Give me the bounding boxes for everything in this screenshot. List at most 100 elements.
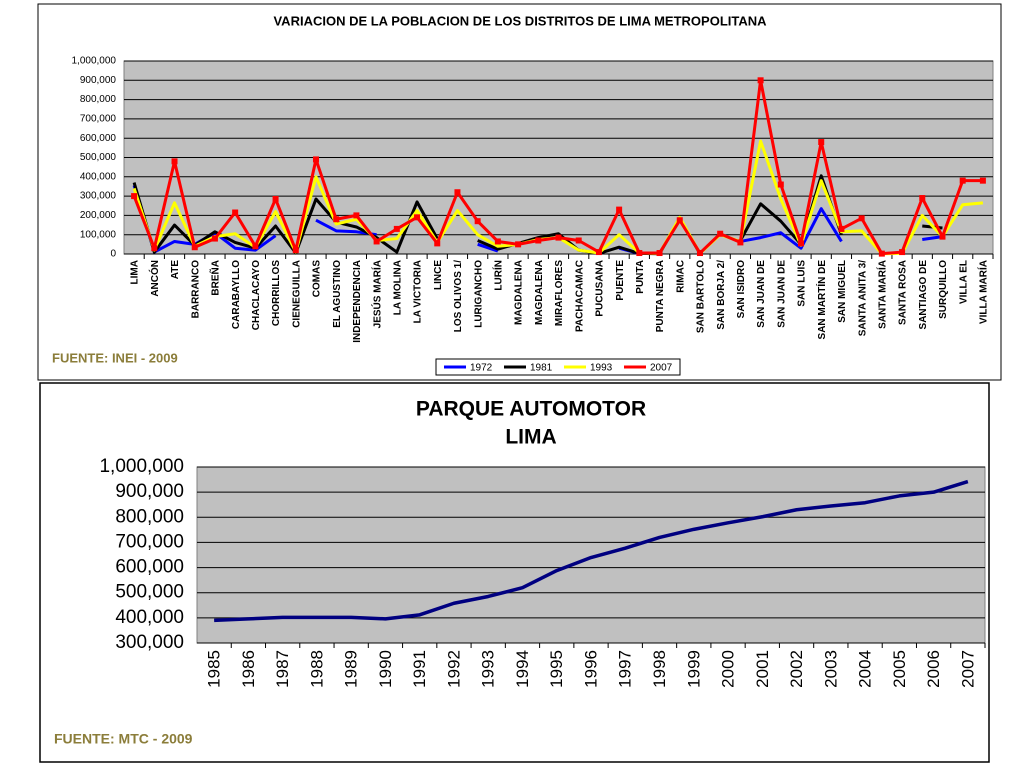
point-marker	[211, 235, 218, 242]
point-marker	[232, 209, 239, 216]
point-marker	[312, 156, 319, 163]
y-tick-label: 500,000	[115, 582, 184, 603]
point-marker	[292, 247, 299, 254]
x-tick-label: INDEPENDENCIA	[352, 260, 363, 343]
x-tick-label: CARABAYLLO	[231, 260, 242, 329]
x-tick-label: 1998	[650, 650, 669, 688]
point-marker	[393, 225, 400, 232]
y-tick-label: 700,000	[80, 114, 117, 125]
x-tick-label: SAN ISIDRO	[736, 260, 747, 319]
point-marker	[171, 158, 178, 165]
point-marker	[272, 195, 279, 202]
point-marker	[252, 243, 259, 250]
x-tick-label: MAGDALENA	[534, 260, 545, 325]
legend-label: 1981	[530, 363, 553, 374]
point-marker	[474, 218, 481, 225]
legend-label: 2007	[650, 363, 673, 374]
point-marker	[737, 239, 744, 246]
x-tick-label: 1991	[410, 650, 429, 688]
x-tick-label: SAN MIGUEL	[837, 260, 848, 323]
x-tick-label: 1995	[547, 650, 566, 688]
x-tick-label: CIENEGUILLA	[291, 260, 302, 328]
x-tick-label: 2003	[821, 650, 840, 688]
point-marker	[454, 189, 461, 196]
point-marker	[353, 212, 360, 219]
x-tick-label: ATE	[170, 260, 181, 280]
point-marker	[434, 240, 441, 247]
x-tick-label: 1997	[616, 650, 635, 688]
x-tick-label: 1985	[205, 650, 224, 688]
x-tick-label: LINCE	[433, 260, 444, 290]
x-tick-label: SANTA ANITA 3/	[857, 260, 868, 337]
y-tick-label: 1,000,000	[72, 56, 117, 67]
point-marker	[373, 238, 380, 245]
legend-box	[435, 358, 681, 376]
x-tick-label: 1996	[581, 650, 600, 688]
x-tick-label: SAN JUAN DE	[756, 260, 767, 328]
x-tick-label: BREÑA	[209, 260, 222, 296]
point-marker	[515, 241, 522, 248]
x-tick-label: VILLA EL	[958, 260, 969, 304]
x-tick-label: PACHACAMAC	[574, 260, 585, 332]
x-tick-label: MAGDALENA	[514, 260, 525, 325]
point-marker	[676, 217, 683, 224]
y-tick-label: 600,000	[115, 557, 184, 578]
plot-area	[196, 466, 986, 644]
x-tick-label: VILLA MARÍA	[977, 260, 990, 324]
x-tick-label: SANTA MARÍA	[875, 260, 888, 329]
y-tick-label: 500,000	[80, 152, 117, 163]
x-tick-label: 1987	[273, 650, 292, 688]
x-tick-label: 2002	[787, 650, 806, 688]
point-marker	[656, 250, 663, 257]
source-note: FUENTE: MTC - 2009	[54, 731, 193, 747]
y-tick-label: 900,000	[115, 481, 184, 502]
x-tick-label: LURÍN	[492, 260, 505, 291]
x-tick-label: SANTA ROSA	[898, 260, 909, 325]
chart-title: PARQUE AUTOMOTOR	[416, 398, 646, 421]
point-marker	[798, 240, 805, 247]
point-marker	[494, 238, 501, 245]
y-tick-label: 900,000	[80, 75, 117, 86]
legend-label: 1972	[470, 363, 493, 374]
x-tick-label: CHACLACAYO	[251, 260, 262, 330]
y-tick-label: 100,000	[80, 229, 117, 240]
point-marker	[535, 237, 542, 244]
y-tick-label: 300,000	[80, 191, 117, 202]
y-tick-label: 700,000	[115, 531, 184, 552]
y-tick-label: 600,000	[80, 133, 117, 144]
x-tick-label: 1999	[684, 650, 703, 688]
x-tick-label: SAN LUIS	[797, 260, 808, 307]
point-marker	[696, 250, 703, 257]
x-tick-label: 2004	[856, 650, 875, 688]
x-tick-label: 1993	[479, 650, 498, 688]
y-tick-label: 400,000	[115, 607, 184, 628]
x-tick-label: PUNTA NEGRA	[655, 260, 666, 332]
x-tick-label: SAN BORJA 2/	[716, 260, 727, 330]
x-tick-label: 1990	[376, 650, 395, 688]
point-marker	[616, 206, 623, 213]
x-tick-label: COMAS	[312, 260, 323, 298]
x-tick-label: LIMA	[130, 260, 141, 284]
x-tick-label: BARRANCO	[190, 260, 201, 319]
x-tick-label: SURQUILLO	[938, 260, 949, 319]
point-marker	[899, 249, 906, 256]
x-tick-label: SANTIAGO DE	[918, 260, 929, 330]
x-tick-label: SAN BARTOLO	[696, 260, 707, 333]
point-marker	[878, 250, 885, 257]
x-tick-label: 1988	[307, 650, 326, 688]
y-tick-label: 1,000,000	[99, 456, 184, 477]
x-tick-label: SAN JUAN DE	[776, 260, 787, 328]
x-tick-label: LOS OLIVOS 1/	[453, 260, 464, 332]
point-marker	[919, 195, 926, 202]
x-tick-label: 2005	[890, 650, 909, 688]
x-tick-label: 2001	[753, 650, 772, 688]
point-marker	[757, 77, 764, 84]
point-marker	[979, 177, 986, 184]
chart-title: VARIACION DE LA POBLACION DE LOS DISTRIT…	[273, 13, 767, 28]
x-tick-label: ANCÓN	[148, 260, 161, 297]
point-marker	[939, 233, 946, 240]
point-marker	[717, 230, 724, 237]
x-tick-label: SAN MARTÍN DE	[815, 260, 828, 340]
y-tick-label: 800,000	[80, 94, 117, 105]
y-tick-label: 300,000	[115, 632, 184, 653]
